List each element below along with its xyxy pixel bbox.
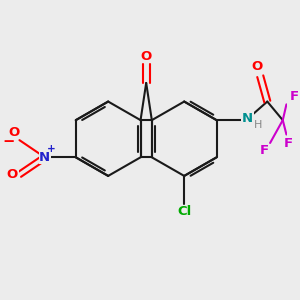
Text: F: F (260, 144, 269, 158)
Text: −: − (3, 134, 15, 149)
Text: O: O (252, 60, 263, 74)
Text: O: O (7, 168, 18, 181)
Text: Cl: Cl (177, 206, 191, 218)
Text: O: O (141, 50, 152, 63)
Text: N: N (242, 112, 253, 125)
Text: H: H (254, 120, 262, 130)
Text: +: + (46, 144, 56, 154)
Text: N: N (39, 151, 50, 164)
Text: F: F (289, 90, 298, 103)
Text: F: F (283, 137, 292, 150)
Text: O: O (8, 126, 20, 139)
